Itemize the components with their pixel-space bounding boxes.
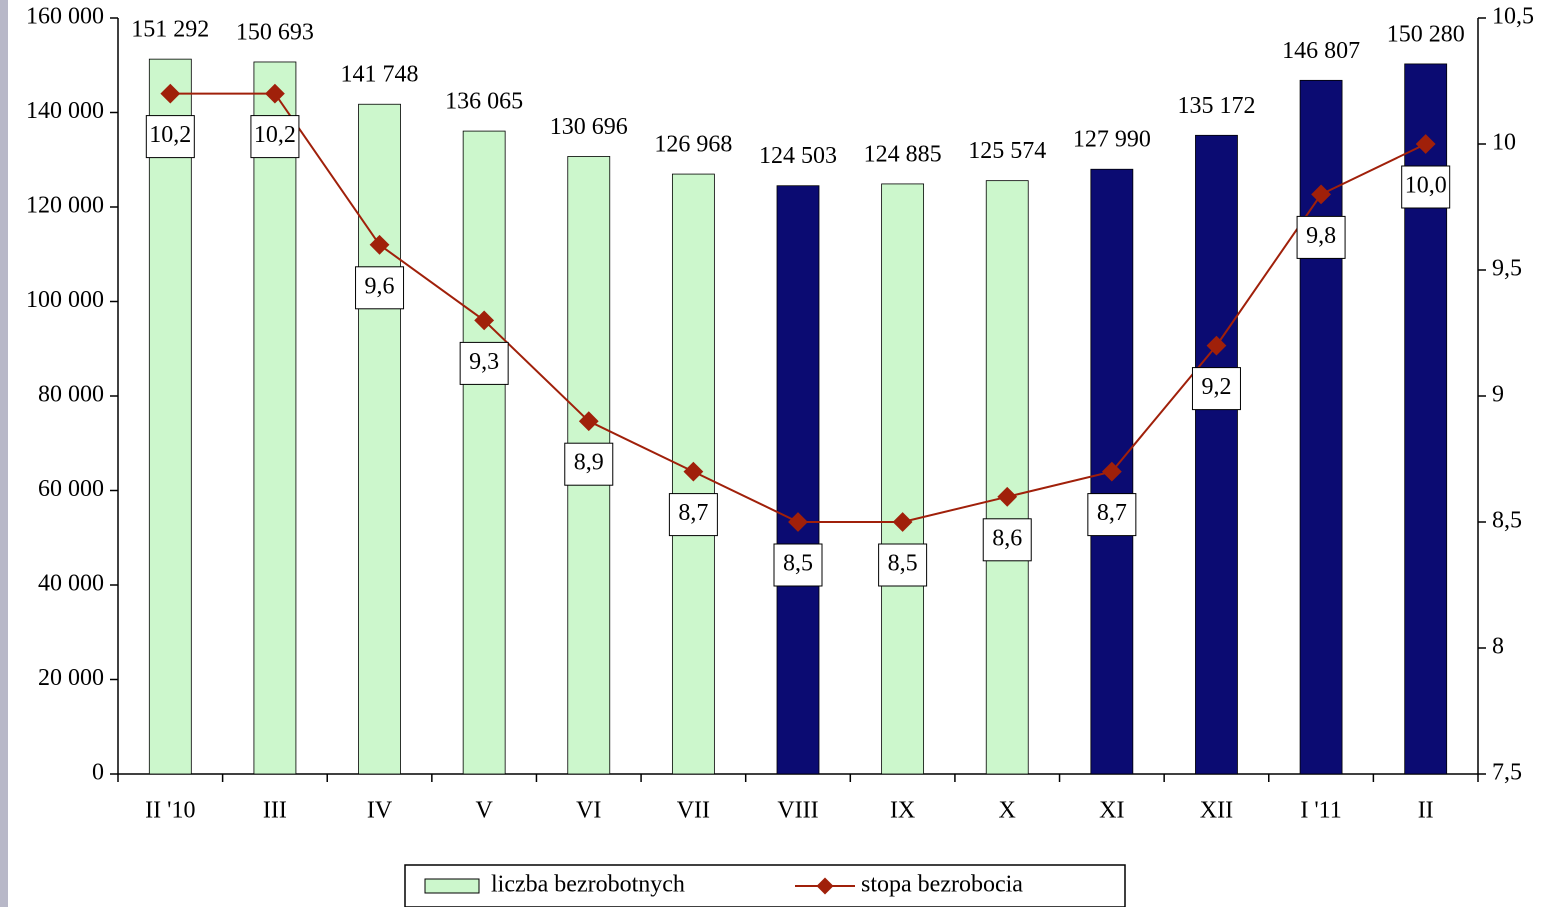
bar-value-label: 146 807 — [1282, 38, 1360, 64]
marker — [1415, 134, 1436, 154]
marker — [1101, 461, 1122, 482]
x-tick-label: V — [475, 798, 493, 824]
marker — [1311, 184, 1331, 205]
y2-tick-label: 8,5 — [1492, 508, 1522, 534]
bar — [776, 185, 820, 775]
value-label-box — [459, 341, 509, 385]
bar-value-label: 150 280 — [1387, 21, 1465, 47]
y2-tick-label: 10,5 — [1492, 4, 1534, 30]
legend-box — [404, 864, 1126, 907]
x-tick-label: X — [999, 798, 1016, 824]
value-label-box — [355, 266, 405, 310]
y-tick-label: 0 — [92, 760, 104, 786]
line-value-label: 8,7 — [678, 500, 708, 526]
marker — [997, 486, 1018, 507]
bar-value-label: 125 574 — [968, 138, 1046, 164]
bar — [148, 58, 192, 775]
line-value-label: 8,6 — [992, 525, 1022, 551]
x-tick-label: XII — [1200, 798, 1233, 824]
bar — [253, 61, 297, 775]
x-tick-label: I '11 — [1300, 798, 1341, 824]
legend-label: stopa bezrobocia — [861, 872, 1023, 898]
marker — [788, 512, 808, 532]
bar-value-label: 124 885 — [864, 141, 942, 167]
line-value-label: 8,5 — [888, 551, 918, 577]
legend-marker — [816, 877, 834, 895]
marker — [160, 83, 181, 104]
line-value-label: 8,5 — [783, 551, 813, 577]
value-label-box — [878, 543, 928, 587]
line-value-label: 10,2 — [149, 122, 191, 148]
x-tick-label: III — [263, 798, 287, 824]
bar-value-label: 130 696 — [550, 114, 628, 140]
side-strip — [0, 0, 8, 907]
bar-value-label: 135 172 — [1177, 93, 1255, 119]
marker — [369, 234, 390, 255]
y-tick-label: 160 000 — [26, 4, 104, 30]
line-value-label: 8,7 — [1097, 500, 1127, 526]
value-label-box — [145, 115, 195, 159]
marker — [474, 310, 495, 331]
value-label-box — [564, 442, 614, 486]
y-tick-label: 120 000 — [26, 193, 104, 219]
line-value-label: 9,8 — [1306, 223, 1336, 249]
x-tick-label: VI — [576, 798, 601, 824]
bar — [358, 103, 401, 775]
marker — [265, 83, 285, 104]
bar — [462, 130, 506, 775]
y-tick-label: 20 000 — [38, 665, 104, 691]
value-label-box — [1296, 215, 1346, 259]
bar — [881, 183, 925, 775]
x-tick-label: XI — [1099, 798, 1124, 824]
line-value-label: 9,2 — [1201, 374, 1231, 400]
bar-value-label: 150 693 — [236, 19, 314, 45]
y-tick-label: 80 000 — [38, 382, 104, 408]
value-label-box — [1191, 367, 1241, 411]
marker — [892, 512, 913, 532]
bar-value-label: 126 968 — [654, 132, 732, 158]
bar-value-label: 127 990 — [1073, 127, 1151, 153]
x-tick-label: II — [1418, 798, 1434, 824]
legend-label: liczba bezrobotnych — [491, 872, 685, 898]
bar-value-label: 141 748 — [341, 62, 419, 88]
y-tick-label: 40 000 — [38, 571, 104, 597]
y-tick-label: 100 000 — [26, 287, 104, 313]
marker — [1206, 335, 1227, 356]
x-tick-label: IX — [890, 798, 915, 824]
marker — [578, 411, 599, 432]
line-value-label: 8,9 — [574, 450, 604, 476]
bar-value-label: 136 065 — [445, 89, 523, 115]
line-value-label: 10,2 — [254, 122, 296, 148]
value-label-box — [250, 115, 300, 159]
bar-value-label: 151 292 — [131, 17, 209, 43]
bar — [1299, 79, 1343, 775]
y-tick-label: 140 000 — [26, 98, 104, 124]
marker — [683, 461, 704, 482]
value-label-box — [1401, 165, 1451, 209]
value-label-box — [1087, 493, 1137, 537]
x-tick-label: VIII — [777, 798, 818, 824]
line-value-label: 10,0 — [1405, 173, 1447, 199]
y2-tick-label: 9,5 — [1492, 256, 1522, 282]
bar-value-label: 124 503 — [759, 143, 837, 169]
line-value-label: 9,6 — [365, 273, 395, 299]
y-tick-label: 60 000 — [38, 476, 104, 502]
bar — [1195, 134, 1238, 775]
legend-swatch — [424, 878, 480, 894]
line-value-label: 9,3 — [469, 349, 499, 375]
y2-tick-label: 8 — [1492, 634, 1504, 660]
y2-tick-label: 7,5 — [1492, 760, 1522, 786]
x-tick-label: II '10 — [145, 798, 195, 824]
value-label-box — [773, 543, 823, 587]
x-tick-label: VII — [677, 798, 710, 824]
x-tick-label: IV — [367, 798, 393, 824]
y2-tick-label: 9 — [1492, 382, 1504, 408]
value-label-box — [982, 518, 1032, 562]
value-label-box — [668, 493, 718, 537]
y2-tick-label: 10 — [1492, 130, 1516, 156]
bar — [985, 180, 1029, 775]
